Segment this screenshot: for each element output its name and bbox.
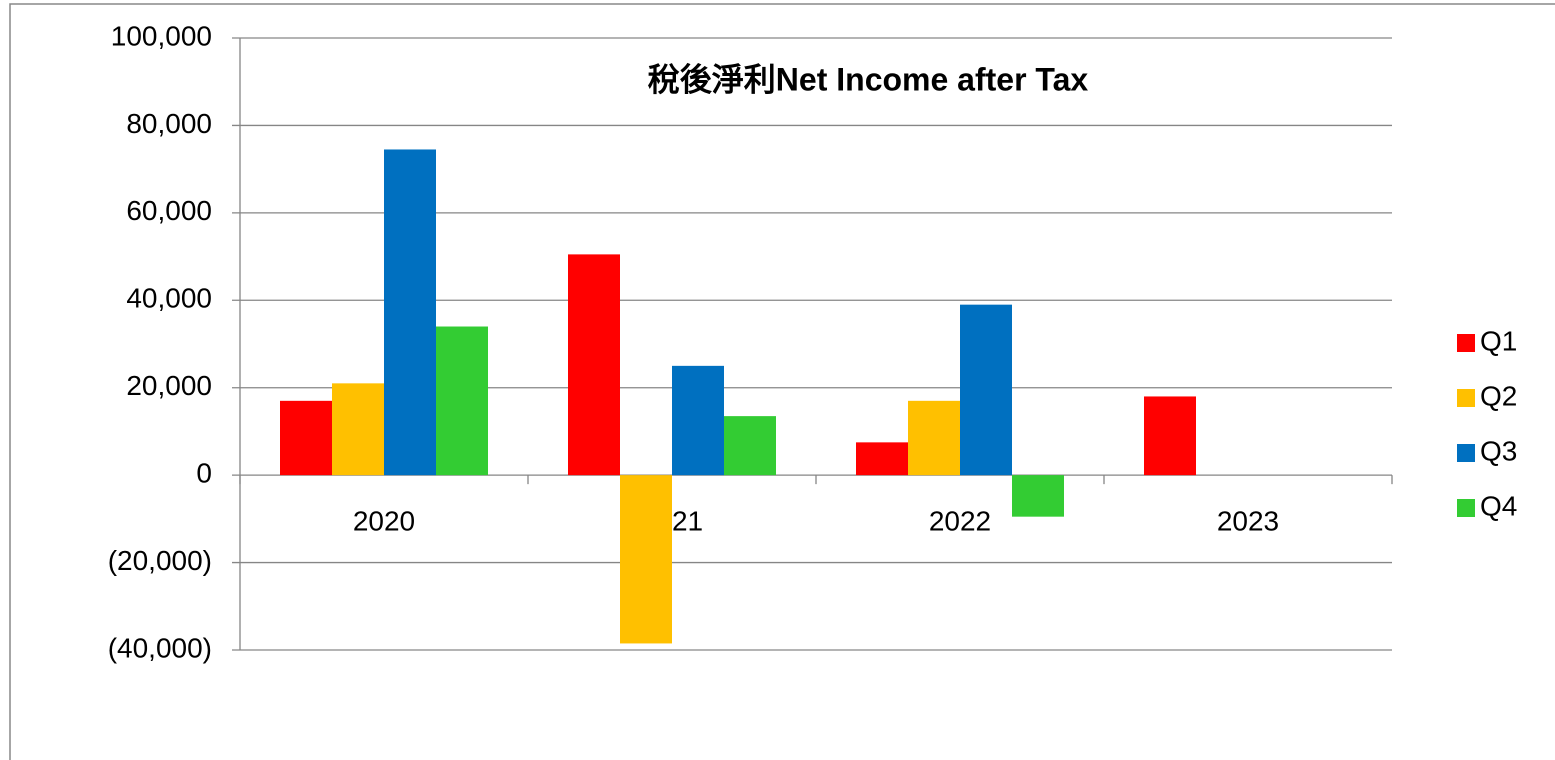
bar bbox=[908, 400, 960, 476]
y-tick-label: (40,000) bbox=[108, 632, 212, 663]
x-tick-label: 2022 bbox=[929, 506, 991, 537]
y-tick-label: 40,000 bbox=[126, 283, 212, 314]
y-tick-label: 100,000 bbox=[111, 20, 212, 51]
bar bbox=[1012, 475, 1064, 517]
x-tick-label: 2020 bbox=[353, 506, 415, 537]
bar bbox=[332, 383, 384, 476]
chart-title: 稅後淨利Net Income after Tax bbox=[648, 61, 1089, 97]
legend-label: Q4 bbox=[1480, 490, 1517, 521]
legend-swatch bbox=[1457, 389, 1475, 407]
y-tick-label: 60,000 bbox=[126, 195, 212, 226]
bar bbox=[1144, 396, 1196, 476]
bar bbox=[384, 149, 436, 476]
x-tick-label: 2023 bbox=[1217, 506, 1279, 537]
bar bbox=[724, 416, 776, 476]
legend-label: Q3 bbox=[1480, 435, 1517, 466]
legend-label: Q1 bbox=[1480, 325, 1517, 356]
bar bbox=[960, 304, 1012, 476]
legend-swatch bbox=[1457, 499, 1475, 517]
bar bbox=[436, 326, 488, 476]
bar bbox=[280, 400, 332, 476]
bar bbox=[672, 365, 724, 476]
y-tick-label: 0 bbox=[196, 458, 212, 489]
y-tick-label: (20,000) bbox=[108, 545, 212, 576]
legend-label: Q2 bbox=[1480, 380, 1517, 411]
legend-swatch bbox=[1457, 334, 1475, 352]
legend-swatch bbox=[1457, 444, 1475, 462]
bar bbox=[568, 254, 620, 476]
y-tick-label: 80,000 bbox=[126, 108, 212, 139]
bar bbox=[620, 475, 672, 644]
bar bbox=[856, 442, 908, 476]
chart-frame bbox=[9, 3, 1555, 760]
y-tick-label: 20,000 bbox=[126, 370, 212, 401]
